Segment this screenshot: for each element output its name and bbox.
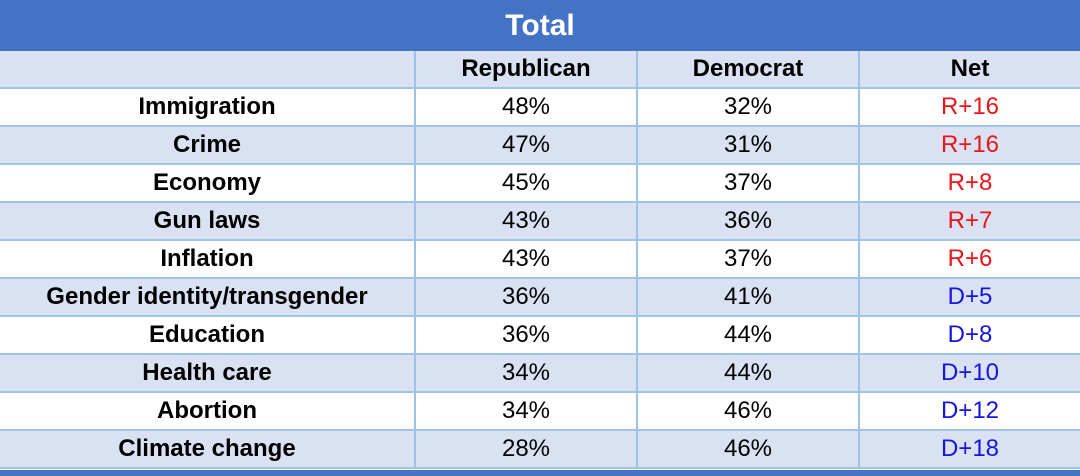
net-cell: D+5 <box>858 278 1080 317</box>
header-topic <box>0 51 415 89</box>
topic-cell: Abortion <box>0 392 415 431</box>
republican-cell: 43% <box>414 240 637 279</box>
democrat-cell: 41% <box>636 278 859 317</box>
democrat-cell: 37% <box>636 240 859 279</box>
net-cell: D+18 <box>858 430 1080 469</box>
net-cell: R+6 <box>858 240 1080 279</box>
header-row: Republican Democrat Net <box>0 51 1080 89</box>
topic-cell: Education <box>0 316 415 355</box>
net-cell: R+16 <box>858 88 1080 127</box>
topic-cell: Economy <box>0 164 415 203</box>
republican-cell: 48% <box>414 88 637 127</box>
topic-cell: Immigration <box>0 88 415 127</box>
header-democrat: Democrat <box>636 51 859 89</box>
table-row: Education 36% 44% D+8 <box>0 316 1080 355</box>
republican-cell: 45% <box>414 164 637 203</box>
table-row: Inflation 43% 37% R+6 <box>0 240 1080 279</box>
table-row: Abortion 34% 46% D+12 <box>0 392 1080 431</box>
topic-cell: Inflation <box>0 240 415 279</box>
topic-cell: Health care <box>0 354 415 393</box>
democrat-cell: 36% <box>636 202 859 241</box>
republican-cell: 34% <box>414 354 637 393</box>
table-row: Economy 45% 37% R+8 <box>0 164 1080 203</box>
topic-cell: Crime <box>0 126 415 165</box>
democrat-cell: 44% <box>636 316 859 355</box>
republican-cell: 36% <box>414 316 637 355</box>
democrat-cell: 46% <box>636 430 859 469</box>
table-row: Immigration 48% 32% R+16 <box>0 88 1080 127</box>
header-republican: Republican <box>414 51 637 89</box>
democrat-cell: 32% <box>636 88 859 127</box>
topic-cell: Gun laws <box>0 202 415 241</box>
net-cell: D+12 <box>858 392 1080 431</box>
table-row: Health care 34% 44% D+10 <box>0 354 1080 393</box>
results-table: Republican Democrat Net Immigration 48% 32… <box>0 51 1080 469</box>
net-cell: R+7 <box>858 202 1080 241</box>
topic-cell: Climate change <box>0 430 415 469</box>
republican-cell: 28% <box>414 430 637 469</box>
table-row: Gun laws 43% 36% R+7 <box>0 202 1080 241</box>
democrat-cell: 44% <box>636 354 859 393</box>
republican-cell: 36% <box>414 278 637 317</box>
republican-cell: 47% <box>414 126 637 165</box>
republican-cell: 43% <box>414 202 637 241</box>
net-cell: R+8 <box>858 164 1080 203</box>
header-net: Net <box>858 51 1080 89</box>
bottom-bar <box>0 470 1080 476</box>
republican-cell: 34% <box>414 392 637 431</box>
democrat-cell: 37% <box>636 164 859 203</box>
net-cell: R+16 <box>858 126 1080 165</box>
table-row: Climate change 28% 46% D+18 <box>0 430 1080 469</box>
democrat-cell: 31% <box>636 126 859 165</box>
topic-cell: Gender identity/transgender <box>0 278 415 317</box>
table-body: Immigration 48% 32% R+16 Crime 47% 31% R+16 Econ… <box>0 88 1080 469</box>
net-cell: D+8 <box>858 316 1080 355</box>
table-row: Crime 47% 31% R+16 <box>0 126 1080 165</box>
democrat-cell: 46% <box>636 392 859 431</box>
table-row: Gender identity/transgender 36% 41% D+5 <box>0 278 1080 317</box>
table-title: Total <box>0 0 1080 51</box>
net-cell: D+10 <box>858 354 1080 393</box>
